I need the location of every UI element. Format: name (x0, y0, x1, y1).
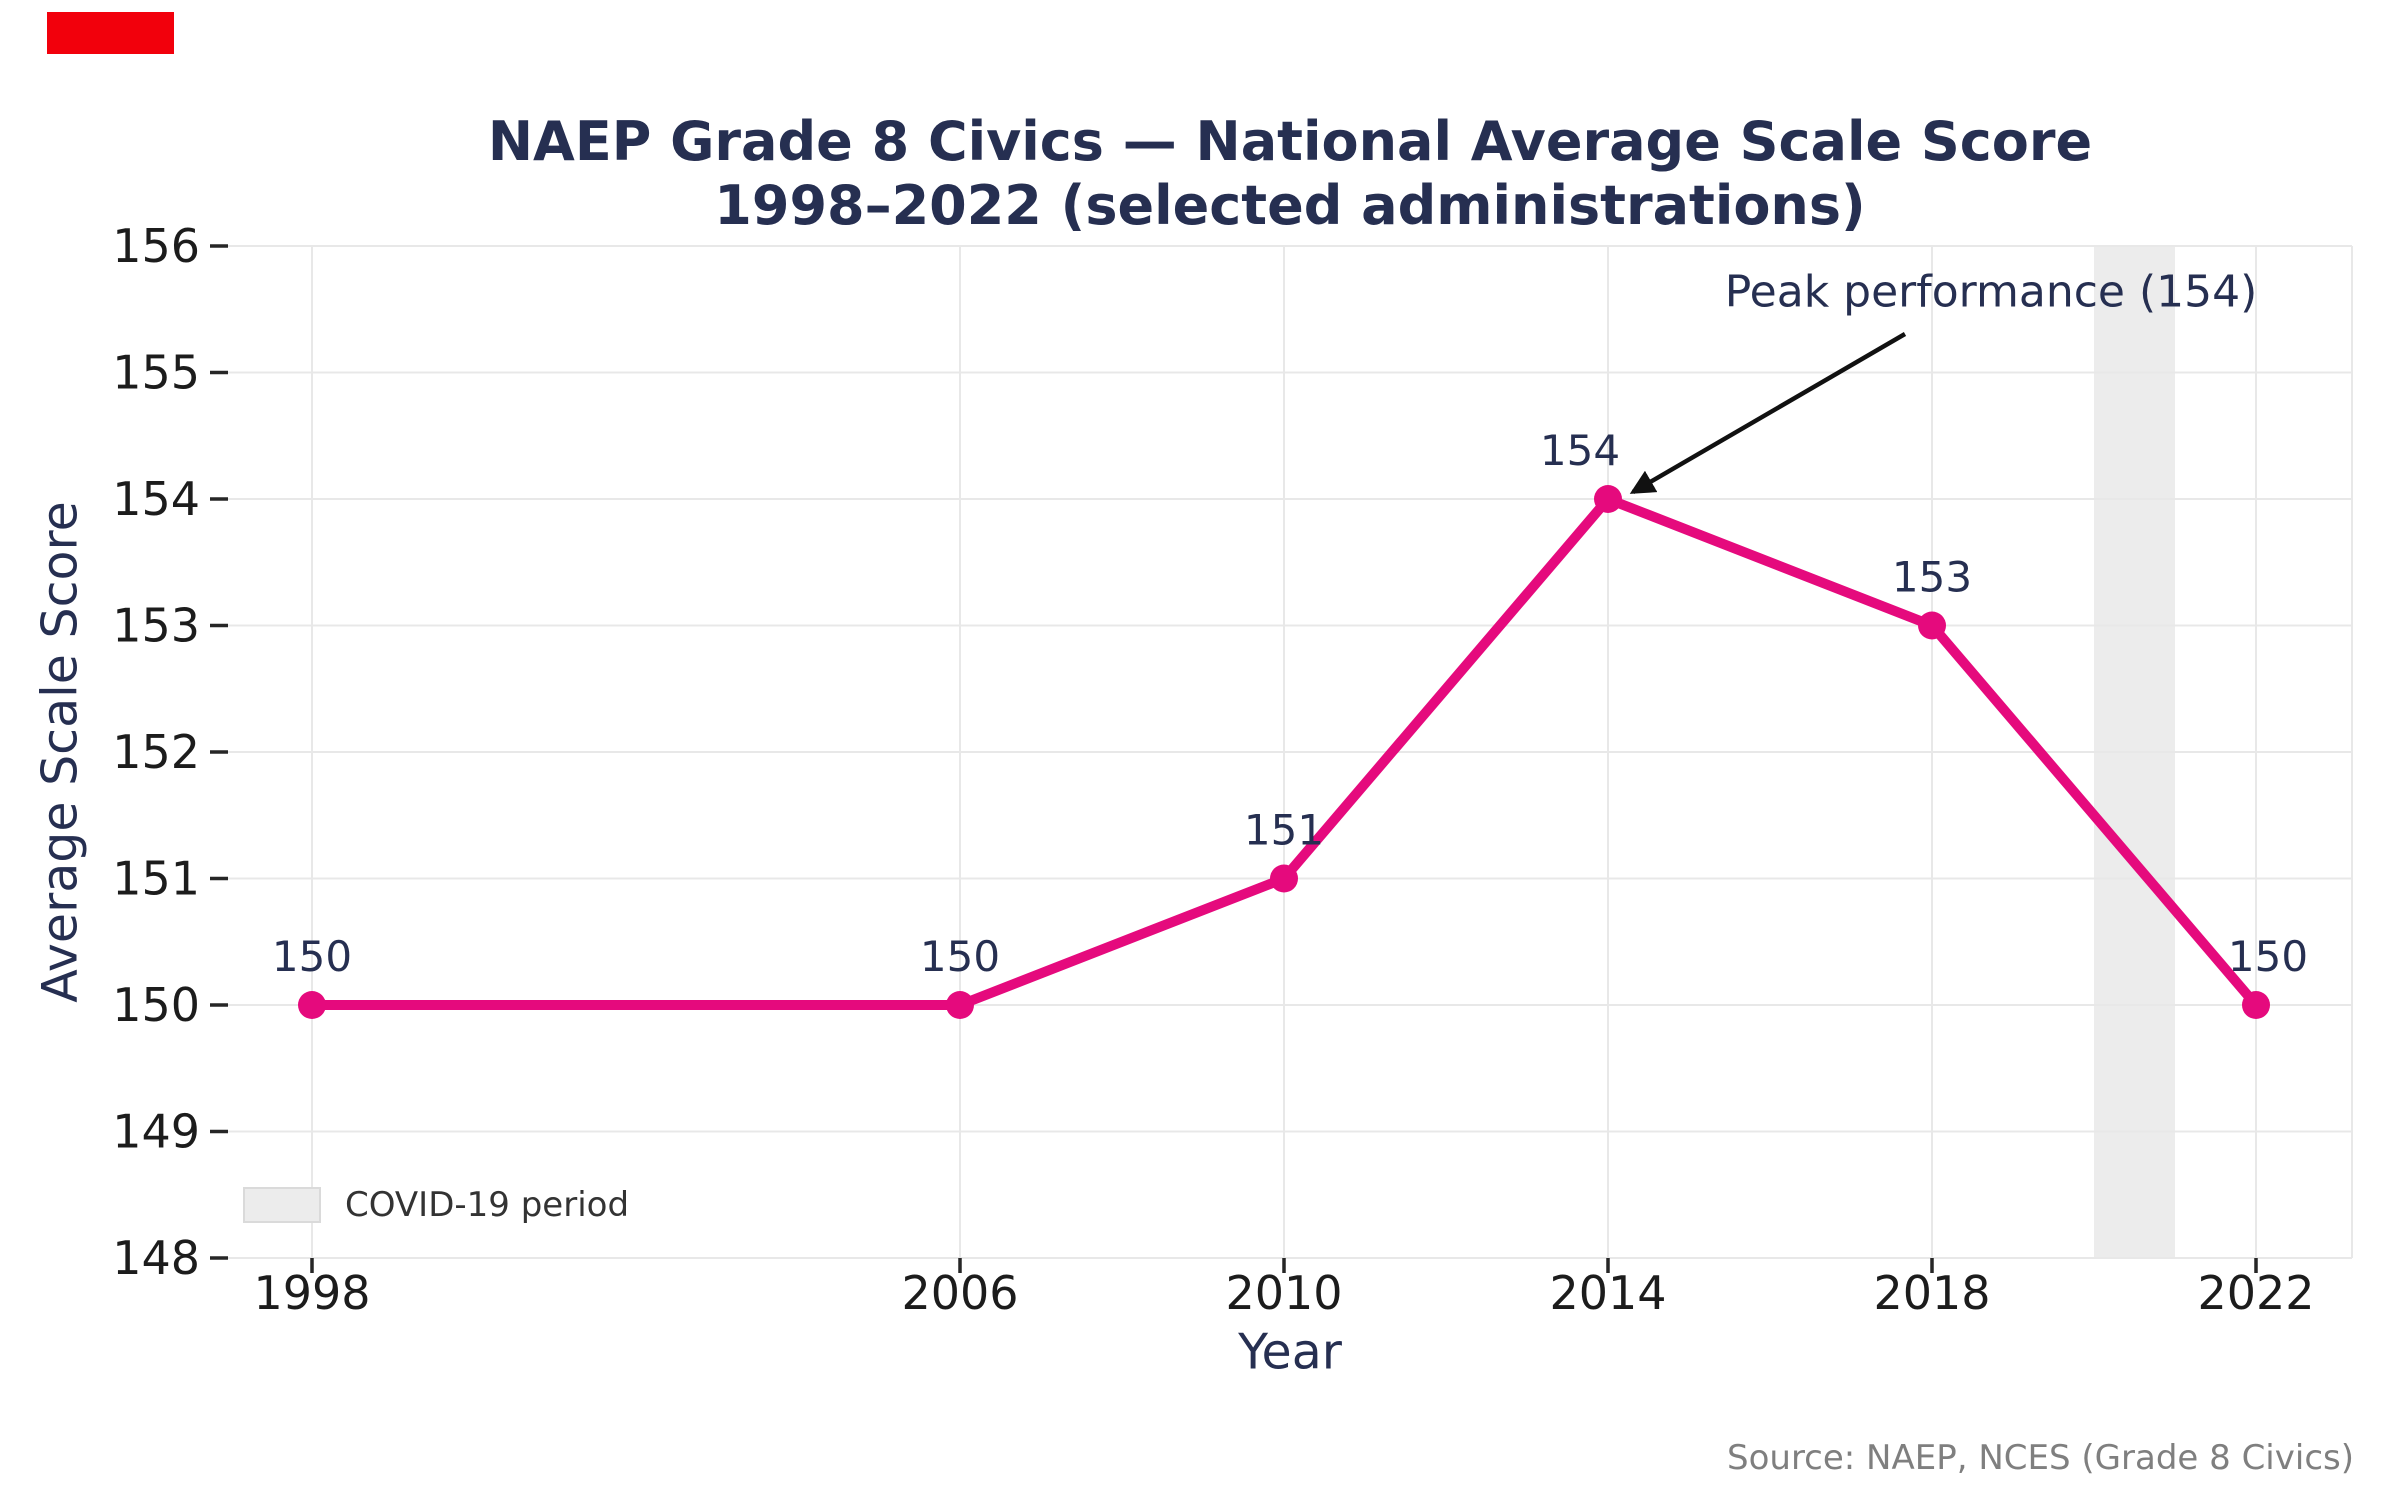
data-point-2022 (2242, 991, 2270, 1019)
y-tick-label: 155 (112, 346, 200, 400)
y-tick-label: 152 (112, 725, 200, 779)
y-tick-label: 151 (112, 852, 200, 906)
chart-title-line2: 1998–2022 (selected administrations) (714, 174, 1866, 237)
red-marker (47, 12, 174, 54)
data-point-2006 (946, 991, 974, 1019)
y-tick-label: 153 (112, 599, 200, 653)
point-label-2010: 151 (1244, 806, 1324, 855)
point-label-2006: 150 (920, 932, 1000, 981)
chart-title-line1: NAEP Grade 8 Civics — National Average S… (487, 110, 2093, 173)
y-tick-label: 154 (112, 472, 200, 526)
annotation-arrow (1629, 332, 1907, 494)
data-point-2018 (1918, 611, 1946, 640)
x-tick-label: 1998 (253, 1266, 370, 1320)
covid-band-swatch (243, 1187, 321, 1223)
x-tick-label: 2014 (1549, 1266, 1666, 1320)
y-tick-label: 149 (112, 1105, 200, 1159)
x-tick-label: 2006 (901, 1266, 1018, 1320)
data-point-1998 (298, 991, 326, 1019)
trend-line (307, 494, 2261, 1010)
legend: COVID-19 period (243, 1185, 630, 1225)
chart-title: NAEP Grade 8 Civics — National Average S… (488, 110, 2092, 238)
x-axis-label: Year (1238, 1323, 1342, 1381)
y-axis-label: Average Scale Score (31, 501, 89, 1003)
y-tick-label: 150 (112, 978, 200, 1032)
x-tick-label: 2022 (2197, 1266, 2314, 1320)
x-tick-label: 2018 (1873, 1266, 1990, 1320)
point-label-2022: 150 (2228, 932, 2308, 981)
data-point-2010 (1270, 864, 1298, 893)
x-tick-label: 2010 (1225, 1266, 1342, 1320)
legend-label: COVID-19 period (345, 1185, 630, 1225)
point-label-2018: 153 (1892, 553, 1972, 602)
y-tick-label: 148 (112, 1231, 200, 1285)
source-note: Source: NAEP, NCES (Grade 8 Civics) (1727, 1438, 2354, 1478)
point-label-2014: 154 (1540, 426, 1620, 475)
y-tick-label: 156 (112, 219, 200, 273)
point-label-1998: 150 (272, 932, 352, 981)
peak-annotation-text: Peak performance (154) (1724, 266, 2258, 318)
data-point-2014 (1594, 485, 1622, 513)
